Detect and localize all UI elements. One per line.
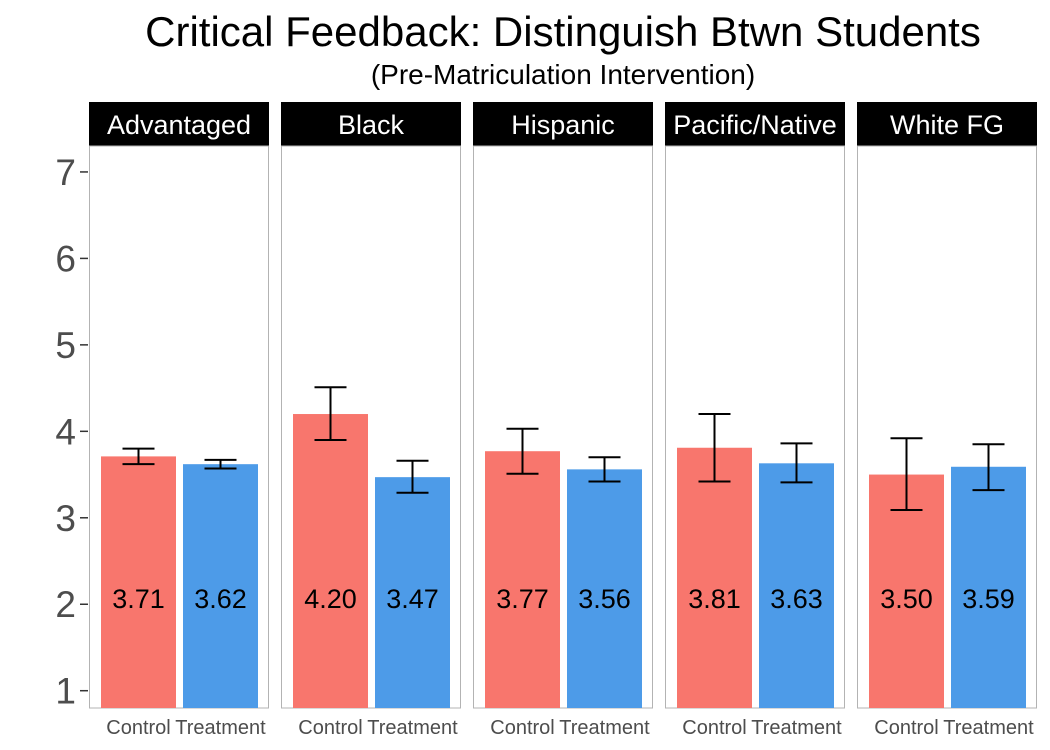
plot-area: 1 2 3 4 5 6 7 Advantaged 3.71 Control 3.62 Treatmen… bbox=[55, 102, 1037, 739]
x-tick-label: Control bbox=[298, 717, 362, 739]
y-tick-label: 4 bbox=[55, 411, 76, 452]
bar-value-label: 3.47 bbox=[386, 584, 439, 614]
x-tick-label: Treatment bbox=[367, 717, 458, 739]
x-tick-label: Treatment bbox=[751, 717, 842, 739]
facet-panel bbox=[665, 145, 845, 709]
bar-value-label: 3.50 bbox=[880, 584, 933, 614]
bar-treatment bbox=[183, 464, 258, 708]
bar-value-label: 3.62 bbox=[194, 584, 247, 614]
chart-subtitle: (Pre-Matriculation Intervention) bbox=[371, 59, 755, 90]
x-tick-label: Control bbox=[682, 717, 746, 739]
bar-treatment bbox=[567, 469, 642, 708]
bar-value-label: 3.77 bbox=[496, 584, 549, 614]
facet-strip-label: Hispanic bbox=[511, 110, 615, 140]
bar-control bbox=[485, 451, 560, 708]
x-tick-label: Treatment bbox=[943, 717, 1034, 739]
facet-strip-label: Pacific/Native bbox=[673, 110, 837, 140]
y-tick-label: 3 bbox=[55, 498, 76, 539]
bar-value-label: 3.81 bbox=[688, 584, 741, 614]
facet-panel bbox=[281, 145, 461, 709]
y-tick-label: 5 bbox=[55, 325, 76, 366]
bar-value-label: 3.56 bbox=[578, 584, 631, 614]
facet-strip-label: Advantaged bbox=[107, 110, 251, 140]
bar-treatment bbox=[951, 466, 1026, 708]
facet-panel bbox=[857, 145, 1037, 709]
facet-strip-label: White FG bbox=[890, 110, 1004, 140]
bar-control bbox=[101, 456, 176, 708]
bar-treatment bbox=[759, 463, 834, 708]
bar-value-label: 3.63 bbox=[770, 584, 823, 614]
y-tick-label: 7 bbox=[55, 152, 76, 193]
chart-title: Critical Feedback: Distinguish Btwn Stud… bbox=[145, 8, 981, 55]
facet-strip bbox=[281, 102, 461, 146]
bar-control bbox=[677, 447, 752, 708]
bar-value-label: 4.20 bbox=[304, 584, 357, 614]
bar-treatment bbox=[375, 477, 450, 708]
bar-value-label: 3.59 bbox=[962, 584, 1015, 614]
facet-panel bbox=[473, 145, 653, 709]
bar-value-label: 3.71 bbox=[112, 584, 165, 614]
y-tick-label: 1 bbox=[55, 671, 76, 712]
facet-strip-label: Black bbox=[338, 110, 405, 140]
x-tick-label: Treatment bbox=[175, 717, 266, 739]
x-tick-label: Control bbox=[106, 717, 170, 739]
x-tick-label: Treatment bbox=[559, 717, 650, 739]
facet-strip bbox=[857, 102, 1037, 146]
facet-strip bbox=[89, 102, 269, 146]
facet-strip bbox=[473, 102, 653, 146]
bar-control bbox=[869, 474, 944, 708]
x-tick-label: Control bbox=[874, 717, 938, 739]
y-tick-label: 6 bbox=[55, 238, 76, 279]
facet-strip bbox=[665, 102, 845, 146]
bar-control bbox=[293, 414, 368, 708]
x-tick-label: Control bbox=[490, 717, 554, 739]
facet-panel bbox=[89, 145, 269, 709]
y-tick-label: 2 bbox=[55, 584, 76, 625]
